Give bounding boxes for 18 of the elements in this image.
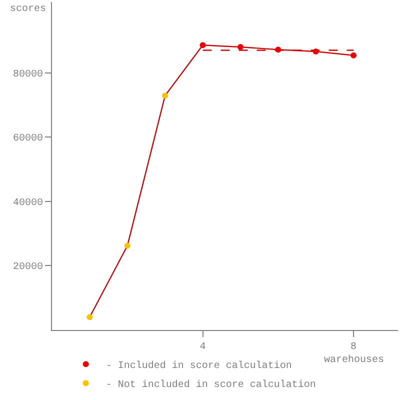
point bbox=[350, 52, 357, 58]
point bbox=[162, 92, 168, 99]
y-axis-title: scores bbox=[10, 4, 46, 15]
point bbox=[200, 42, 206, 48]
point bbox=[312, 48, 319, 55]
y-tick-label: 20000 bbox=[12, 262, 43, 274]
y-tick-label: 80000 bbox=[12, 69, 43, 80]
x-tick-label: 4 bbox=[200, 342, 206, 353]
point bbox=[124, 242, 130, 249]
x-axis-title: warehouses bbox=[324, 354, 384, 366]
legend-label: - Not included in score calculation bbox=[106, 379, 316, 392]
y-tick-label: 40000 bbox=[12, 198, 43, 209]
legend-label: - Included in score calculation bbox=[106, 360, 292, 372]
point bbox=[237, 44, 244, 50]
point bbox=[275, 46, 282, 53]
y-tick-label: 60000 bbox=[12, 134, 43, 145]
x-tick-label: 8 bbox=[350, 342, 357, 353]
point bbox=[86, 314, 93, 320]
